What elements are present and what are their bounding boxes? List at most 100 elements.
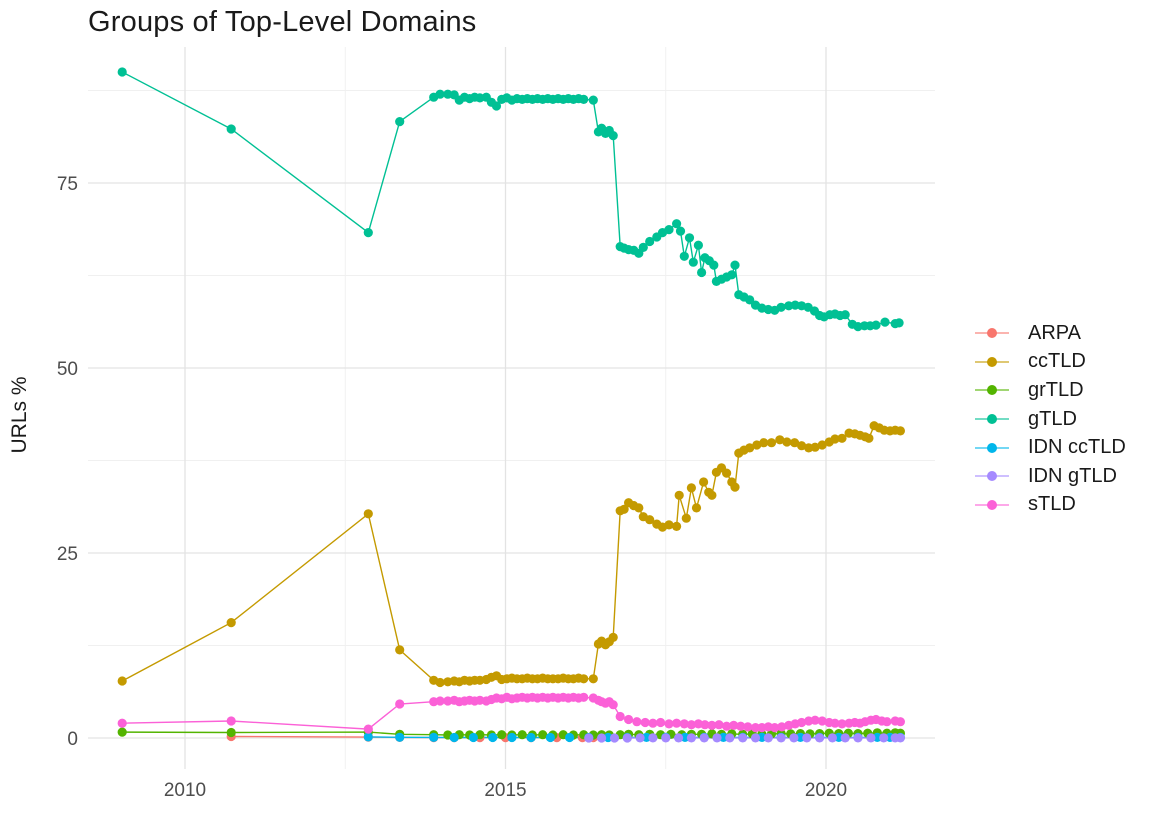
series-point-idn-gtld (776, 733, 786, 743)
series-point-cctld (395, 645, 405, 655)
series-point-stld (117, 718, 127, 728)
legend-marker-icon (975, 356, 1009, 368)
legend-marker-icon (975, 327, 1009, 339)
series-point-cctld (775, 435, 785, 445)
series-point-idn-gtld (609, 733, 620, 743)
series-point-stld (707, 720, 717, 731)
series-point-cctld (759, 438, 769, 448)
series-point-cctld (435, 677, 445, 688)
series-point-cctld (837, 433, 847, 443)
series-point-grtld (117, 727, 127, 737)
series-point-stld (632, 717, 642, 727)
series-point-stld (729, 720, 739, 731)
series-point-cctld (117, 676, 127, 686)
series-point-idn-gtld (725, 733, 735, 743)
series-point-idn-cctld (449, 732, 459, 743)
series-point-gtld (693, 240, 704, 250)
series-point-gtld (645, 236, 655, 247)
series-point-cctld (588, 674, 598, 684)
series-point-cctld (619, 504, 629, 514)
series-point-gtld (894, 318, 904, 328)
series-point-idn-gtld (661, 733, 671, 743)
series-line-cctld (121, 424, 901, 684)
series-point-idn-gtld (815, 733, 825, 743)
series-point-gtld (117, 67, 127, 77)
legend-marker-icon (975, 442, 1009, 454)
series-point-stld (664, 719, 674, 729)
series-point-cctld (895, 426, 906, 436)
legend-marker-icon (975, 470, 1009, 482)
series-point-gtld (491, 101, 502, 111)
series-point-cctld (226, 618, 236, 628)
series-point-stld (810, 715, 820, 725)
series-point-gtld (688, 257, 698, 267)
series-point-stld (736, 721, 746, 731)
legend-item-stld: sTLD (975, 491, 1126, 520)
legend-item-arpa: ARPA (975, 319, 1126, 348)
legend-item-idn-cctld: IDN ccTLD (975, 433, 1126, 462)
series-point-cctld (691, 503, 702, 513)
series-point-cctld (363, 509, 373, 519)
series-point-stld (777, 722, 787, 732)
series-point-stld (750, 723, 761, 733)
series-point-gtld (588, 95, 598, 105)
series-point-idn-gtld (648, 733, 658, 743)
legend-item-label: ccTLD (1028, 350, 1086, 373)
legend-item-label: gTLD (1028, 407, 1077, 430)
series-point-cctld (782, 437, 792, 447)
series-point-stld (770, 723, 780, 733)
legend-item-gtld: gTLD (975, 405, 1126, 434)
series-point-cctld (672, 521, 682, 532)
series-point-idn-gtld (853, 733, 863, 743)
y-tick-label: 50 (57, 359, 78, 380)
legend-item-label: IDN gTLD (1028, 464, 1117, 487)
legend-item-grtld: grTLD (975, 376, 1126, 405)
series-point-idn-gtld (699, 733, 709, 743)
legend-marker-icon (975, 384, 1009, 396)
series-point-stld (435, 696, 445, 706)
series-point-stld (895, 717, 906, 727)
series-point-cctld (766, 438, 777, 448)
series-point-stld (579, 692, 589, 702)
series-point-stld (882, 717, 892, 727)
series-point-stld (714, 720, 724, 730)
legend: ARPA ccTLD grTLD gTLD IDN ccTLD IDN gTLD sTLD (975, 319, 1126, 519)
legend-item-cctld: ccTLD (975, 348, 1126, 377)
series-point-idn-cctld (429, 732, 439, 743)
series-point-idn-gtld (840, 733, 850, 743)
series-point-cctld (797, 441, 807, 451)
series-point-cctld (817, 440, 827, 450)
series-point-idn-cctld (507, 732, 517, 743)
series-point-gtld (776, 302, 786, 312)
series-point-gtld (579, 94, 589, 104)
series-point-gtld (608, 131, 618, 141)
series-point-gtld (730, 260, 740, 270)
series-point-stld (648, 718, 658, 728)
series-point-gtld (880, 317, 890, 327)
series-point-idn-cctld (468, 732, 478, 743)
series-point-grtld (538, 730, 548, 740)
series-point-idn-gtld (866, 733, 876, 743)
series-point-cctld (810, 442, 820, 452)
series-point-cctld (752, 440, 762, 450)
series-point-idn-gtld (712, 733, 722, 743)
series-point-cctld (830, 434, 840, 444)
legend-item-label: grTLD (1028, 378, 1084, 401)
series-point-cctld (674, 490, 684, 500)
series-point-gtld (727, 270, 737, 280)
series-point-stld (226, 716, 236, 726)
series-point-cctld (664, 520, 674, 530)
legend-marker-icon (975, 413, 1009, 425)
legend-item-label: ARPA (1028, 321, 1081, 344)
series-point-stld (743, 722, 753, 732)
y-tick-label: 25 (57, 544, 78, 565)
series-point-grtld (517, 730, 527, 740)
series-point-idn-cctld (526, 732, 536, 743)
x-tick-label: 2010 (164, 780, 206, 801)
series-point-cctld (579, 674, 589, 684)
series-point-idn-cctld (565, 732, 575, 743)
series-point-idn-gtld (895, 733, 906, 743)
series-point-gtld (697, 267, 707, 278)
series-point-stld (830, 718, 840, 728)
x-tick-label: 2020 (805, 780, 847, 801)
